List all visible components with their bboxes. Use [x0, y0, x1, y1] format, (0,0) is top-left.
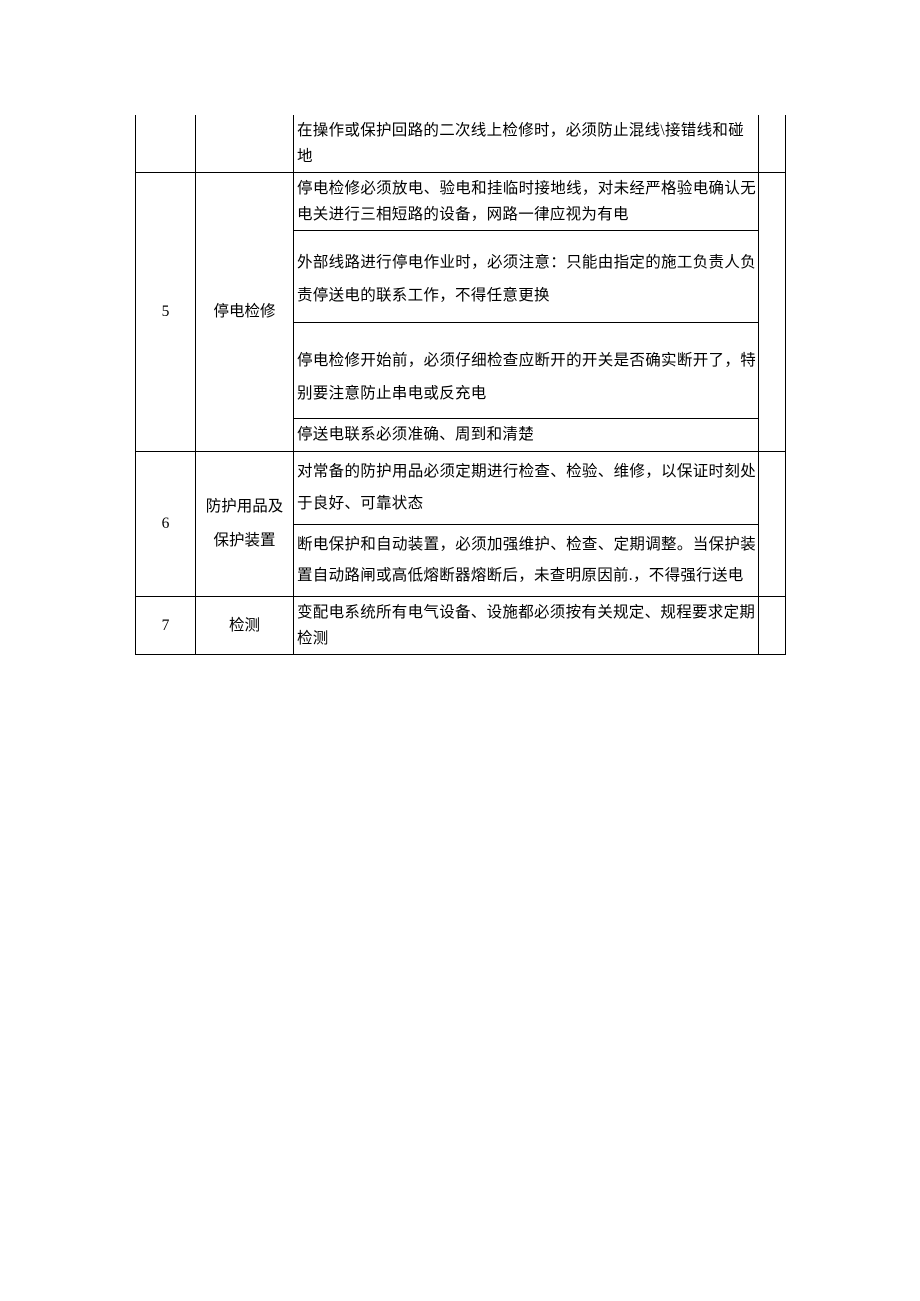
- cell-num: 5: [136, 173, 196, 452]
- cell-desc: 对常备的防护用品必须定期进行检查、检验、维修，以保证时刻处于良好、可靠状态: [294, 452, 759, 525]
- cell-cat: 检测: [196, 597, 294, 655]
- cell-desc: 外部线路进行停电作业时，必须注意：只能由指定的施工负责人负责停送电的联系工作，不…: [294, 231, 759, 323]
- cell-desc: 停电检修开始前，必须仔细检查应断开的开关是否确实断开了，特别要注意防止串电或反充…: [294, 323, 759, 419]
- cell-cat: [196, 115, 294, 173]
- safety-table: 在操作或保护回路的二次线上检修时，必须防止混线\接错线和碰地 5 停电检修 停电…: [135, 115, 786, 655]
- cell-num: 7: [136, 597, 196, 655]
- cell-cat: 防护用品及保护装置: [196, 452, 294, 597]
- cell-last: [759, 597, 786, 655]
- cell-desc: 变配电系统所有电气设备、设施都必须按有关规定、规程要求定期检测: [294, 597, 759, 655]
- cell-cat: 停电检修: [196, 173, 294, 452]
- table-row: 7 检测 变配电系统所有电气设备、设施都必须按有关规定、规程要求定期检测: [136, 597, 786, 655]
- cell-num: [136, 115, 196, 173]
- cell-desc: 在操作或保护回路的二次线上检修时，必须防止混线\接错线和碰地: [294, 115, 759, 173]
- cell-last: [759, 452, 786, 597]
- cell-desc: 停电检修必须放电、验电和挂临时接地线，对未经严格验电确认无电关进行三相短路的设备…: [294, 173, 759, 231]
- cell-desc: 停送电联系必须准确、周到和清楚: [294, 419, 759, 452]
- cell-last: [759, 115, 786, 173]
- cell-desc: 断电保护和自动装置，必须加强维护、检查、定期调整。当保护装置自动路闸或高低熔断器…: [294, 524, 759, 597]
- cell-num: 6: [136, 452, 196, 597]
- table-row: 5 停电检修 停电检修必须放电、验电和挂临时接地线，对未经严格验电确认无电关进行…: [136, 173, 786, 231]
- cell-last: [759, 173, 786, 452]
- table-row: 在操作或保护回路的二次线上检修时，必须防止混线\接错线和碰地: [136, 115, 786, 173]
- table-row: 6 防护用品及保护装置 对常备的防护用品必须定期进行检查、检验、维修，以保证时刻…: [136, 452, 786, 525]
